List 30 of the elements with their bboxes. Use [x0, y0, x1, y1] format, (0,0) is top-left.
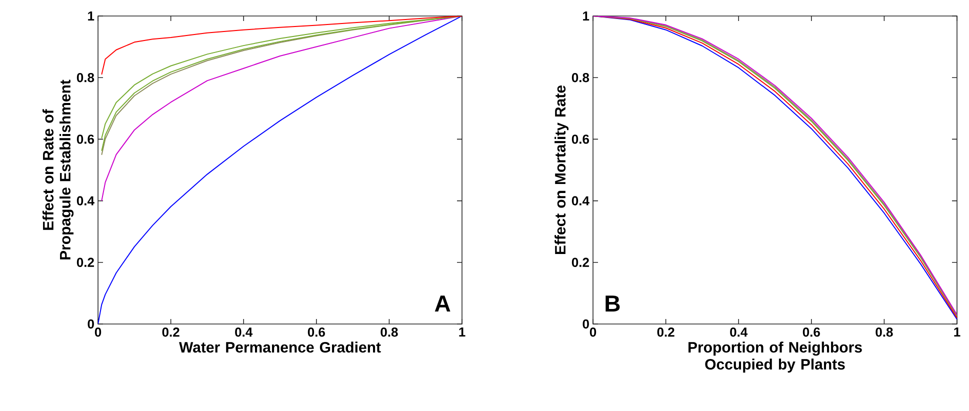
x-tick-label: 1	[954, 328, 960, 336]
x-axis-title: Proportion of Neighbors Occupied by Plants	[688, 342, 862, 373]
x-axis-title: Water Permanence Gradient	[179, 342, 381, 353]
x-tick-label: 1	[459, 328, 466, 336]
y-tick-label: 0.6	[76, 134, 94, 144]
x-tick-label: 0.8	[876, 328, 893, 337]
y-tick-label: 0.8	[76, 72, 94, 82]
x-tick-label: 0	[590, 328, 596, 337]
x-tick-label: 0	[94, 328, 102, 337]
x-tick-label: 0.4	[730, 328, 748, 337]
y-tick-label: 1	[583, 12, 590, 20]
annotation: A	[434, 296, 450, 312]
x-tick-label: 0.2	[162, 328, 180, 337]
y-tick-label: 0.2	[572, 258, 589, 267]
y-tick-label: 0.4	[572, 196, 590, 206]
y-tick-label: 0.4	[76, 196, 94, 206]
x-tick-label: 0.6	[308, 328, 325, 337]
annotation: B	[606, 296, 620, 312]
x-tick-label: 0.4	[235, 328, 253, 337]
x-tick-label: 0.2	[657, 328, 674, 337]
x-tick-label: 0.8	[380, 328, 398, 337]
y-tick-label: 0.2	[76, 258, 94, 267]
y-tick-label: 0.6	[572, 134, 589, 144]
y-tick-label: 0	[582, 319, 589, 329]
y-axis-title: Effect on Mortality Rate	[554, 86, 569, 254]
x-tick-label: 0.6	[802, 328, 820, 337]
y-tick-label: 1	[88, 12, 94, 20]
y-tick-label: 0.8	[572, 72, 590, 82]
y-tick-label: 0	[88, 319, 94, 329]
y-axis-title: Effect on Rate of Propagule Establishment	[42, 80, 74, 260]
